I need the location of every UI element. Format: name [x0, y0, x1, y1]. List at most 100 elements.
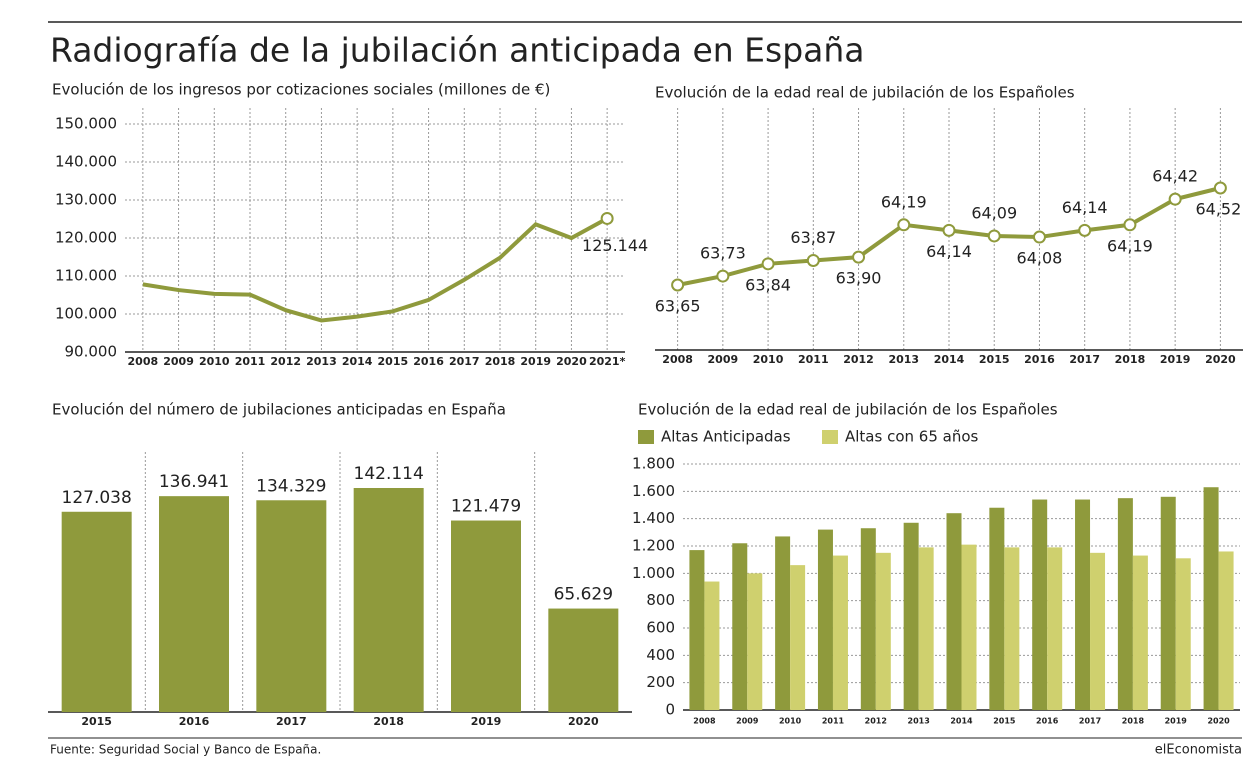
- x-tick-label: 2017: [1079, 717, 1101, 726]
- bar: [1075, 499, 1091, 710]
- legend-swatch: [822, 430, 838, 444]
- x-tick-label: 2012: [270, 355, 301, 368]
- bar: [256, 500, 327, 712]
- data-label: 64,52: [1195, 200, 1241, 219]
- y-tick-label: 100.000: [55, 305, 117, 323]
- x-tick-label: 2008: [662, 353, 693, 366]
- data-label: 125.144: [582, 236, 648, 255]
- y-tick-label: 1.400: [632, 509, 675, 527]
- x-tick-label: 2019: [520, 355, 551, 368]
- bar: [946, 513, 962, 710]
- data-label: 134.329: [256, 476, 326, 496]
- x-tick-label: 2017: [449, 355, 480, 368]
- x-tick-label: 2020: [568, 715, 599, 728]
- y-tick-label: 150.000: [55, 115, 117, 133]
- bar: [918, 547, 934, 710]
- data-label: 64,14: [1062, 198, 1108, 217]
- chart-title: Evolución de los ingresos por cotizacion…: [52, 81, 550, 99]
- bar: [1032, 499, 1048, 710]
- point: [716, 269, 730, 283]
- bar: [1218, 551, 1234, 710]
- bar: [353, 488, 424, 712]
- bar: [704, 581, 720, 710]
- x-tick-label: 2014: [950, 717, 973, 726]
- y-tick-label: 140.000: [55, 153, 117, 171]
- bar: [832, 555, 848, 710]
- y-tick-label: 1.200: [632, 537, 675, 555]
- y-tick-label: 800: [646, 591, 675, 609]
- data-label: 121.479: [451, 497, 521, 517]
- data-label: 63,73: [700, 244, 746, 263]
- x-tick-label: 2012: [843, 353, 874, 366]
- data-label: 64,19: [881, 192, 927, 211]
- x-tick-label: 2016: [413, 355, 444, 368]
- bar: [775, 536, 791, 710]
- point: [1123, 218, 1137, 232]
- legend-label: Altas con 65 años: [845, 428, 979, 446]
- bar: [1004, 547, 1020, 710]
- point: [1213, 181, 1227, 195]
- bar: [61, 511, 132, 712]
- x-tick-label: 2013: [908, 717, 930, 726]
- bar: [1090, 552, 1106, 710]
- x-tick-label: 2016: [1024, 353, 1055, 366]
- data-label: 136.941: [159, 472, 229, 492]
- brand: elEconomista: [1155, 743, 1242, 757]
- point: [852, 250, 866, 264]
- bar: [1132, 555, 1148, 710]
- bar: [732, 543, 748, 710]
- x-tick-label: 2019: [1160, 353, 1191, 366]
- x-tick-label: 2019: [471, 715, 502, 728]
- x-tick-label: 2018: [373, 715, 404, 728]
- x-tick-label: 2012: [865, 717, 887, 726]
- line: [142, 216, 609, 323]
- data-label: 127.038: [62, 488, 132, 508]
- data-label: 64,14: [926, 242, 972, 261]
- x-tick-label: 2014: [934, 353, 965, 366]
- point: [761, 257, 775, 271]
- point: [600, 211, 614, 225]
- source: Fuente: Seguridad Social y Banco de Espa…: [50, 743, 321, 757]
- chart-title: Evolución de la edad real de jubilación …: [638, 401, 1058, 419]
- y-tick-label: 0: [665, 701, 675, 719]
- data-label: 63,87: [790, 228, 836, 247]
- point: [987, 229, 1001, 243]
- x-tick-label: 2009: [736, 717, 759, 726]
- point: [671, 278, 685, 292]
- x-tick-label: 2015: [378, 355, 409, 368]
- data-label: 142.114: [354, 464, 424, 484]
- bar: [875, 552, 891, 710]
- y-tick-label: 90.000: [65, 343, 118, 361]
- y-tick-label: 1.600: [632, 482, 675, 500]
- data-label: 63,90: [836, 269, 882, 288]
- y-tick-label: 1.000: [632, 564, 675, 582]
- x-tick-label: 2020: [556, 355, 587, 368]
- legend-swatch: [638, 430, 654, 444]
- x-tick-label: 2011: [822, 717, 845, 726]
- bar: [451, 520, 521, 712]
- point: [897, 218, 911, 232]
- bar: [860, 528, 876, 710]
- x-tick-label: 2011: [798, 353, 829, 366]
- data-label: 64,08: [1017, 249, 1063, 268]
- bar: [689, 550, 705, 710]
- data-label: 65.629: [554, 585, 613, 605]
- data-label: 63,65: [655, 297, 701, 316]
- y-tick-label: 400: [646, 646, 675, 664]
- x-tick-label: 2011: [235, 355, 266, 368]
- point: [1032, 230, 1046, 244]
- bar: [961, 544, 977, 710]
- x-tick-label: 2013: [888, 353, 919, 366]
- x-tick-label: 2016: [1036, 717, 1059, 726]
- chart-title: Evolución de la edad real de jubilación …: [655, 84, 1075, 102]
- point: [1168, 192, 1182, 206]
- x-tick-label: 2020: [1207, 717, 1230, 726]
- x-tick-label: 2009: [708, 353, 739, 366]
- x-tick-label: 2008: [128, 355, 159, 368]
- bar: [747, 573, 763, 710]
- x-tick-label: 2010: [779, 717, 802, 726]
- y-tick-label: 130.000: [55, 191, 117, 209]
- y-tick-label: 600: [646, 619, 675, 637]
- x-tick-label: 2017: [1069, 353, 1100, 366]
